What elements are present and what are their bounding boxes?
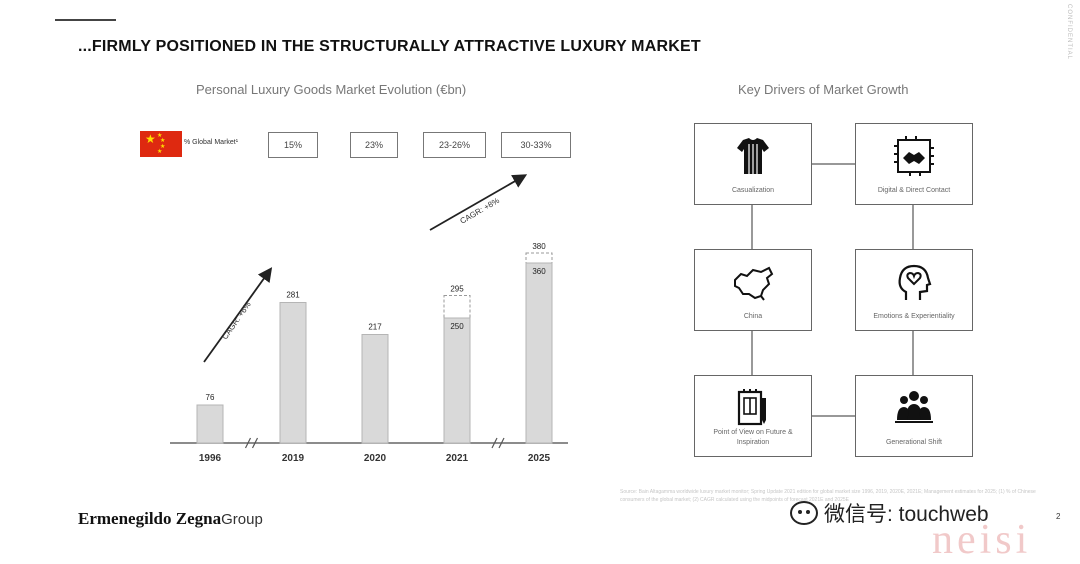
- driver-emotions: Emotions & Experientiality: [855, 249, 973, 331]
- slide-title: ...FIRMLY POSITIONED IN THE STRUCTURALLY…: [78, 38, 701, 55]
- logo-name: Ermenegildo Zegna: [78, 509, 222, 528]
- driver-digital: Digital & Direct Contact: [855, 123, 973, 205]
- driver-label: Casualization: [731, 187, 775, 194]
- logo-group: Group: [221, 511, 263, 528]
- page-number: 2: [1056, 512, 1061, 521]
- data-label: 217: [368, 323, 382, 332]
- watermark-secondary: neisi: [932, 517, 1032, 563]
- head-heart-icon: [898, 264, 932, 300]
- bar: [196, 404, 224, 444]
- people-group-icon: [895, 391, 933, 423]
- market-bar-chart: 76 1996 281 2019 217 2020 295 250 2021 380 360 2025…: [170, 174, 568, 464]
- data-label: 281: [286, 291, 300, 300]
- data-label: 250: [450, 322, 464, 331]
- driver-casualization: Casualization: [694, 123, 812, 205]
- driver-point-of-view: Point of View on Future & Inspiration: [694, 375, 812, 457]
- dashed-bar-extension: [525, 252, 553, 264]
- share-box-2020: 23%: [350, 132, 398, 158]
- chart-subtitle: Personal Luxury Goods Market Evolution (…: [196, 82, 467, 97]
- cagr-arrow: [429, 174, 528, 231]
- driver-label: Emotions & Experientiality: [873, 313, 955, 320]
- bar: [443, 317, 471, 444]
- category-label: 2021: [446, 453, 469, 464]
- wechat-watermark: 微信号: touchweb: [790, 498, 989, 528]
- data-label: 76: [206, 393, 215, 402]
- cagr-arrow: [203, 267, 273, 363]
- bar: [361, 334, 389, 444]
- drivers-subtitle: Key Drivers of Market Growth: [738, 82, 909, 97]
- china-map-icon: [734, 266, 774, 301]
- driver-china: China: [694, 249, 812, 331]
- category-label: 2025: [528, 453, 551, 464]
- axis-break-mark: [491, 437, 498, 449]
- data-label: 360: [532, 267, 546, 276]
- top-rule: [55, 19, 116, 21]
- bar: [279, 302, 307, 444]
- share-box-2019: 15%: [268, 132, 318, 158]
- dashed-data-label: 295: [450, 285, 464, 294]
- share-box-2025: 30-33%: [501, 132, 571, 158]
- tshirt-icon: [737, 138, 769, 174]
- axis-break-mark: [251, 437, 259, 449]
- china-flag-icon: ★ ★ ★ ★ ★: [140, 131, 182, 157]
- axis-break-mark: [498, 437, 505, 449]
- share-box-2021: 23-26%: [423, 132, 486, 158]
- driver-label: Generational Shift: [885, 439, 943, 446]
- wechat-icon: [790, 501, 818, 525]
- bar: [525, 262, 553, 444]
- driver-generational: Generational Shift: [855, 375, 973, 457]
- category-label: 2020: [364, 453, 387, 464]
- category-label: 1996: [199, 453, 222, 464]
- company-logo: Ermenegildo ZegnaGroup: [78, 509, 263, 529]
- driver-label: China: [743, 313, 763, 320]
- source-footnote: Source: Bain Altagamma worldwide luxury …: [620, 489, 1036, 503]
- confidential-mark: CONFIDENTIAL: [1066, 4, 1072, 61]
- digital-handshake-icon: [894, 136, 934, 176]
- category-label: 2019: [282, 453, 305, 464]
- global-market-label: % Global Market¹: [184, 139, 239, 146]
- driver-label: Digital & Direct Contact: [877, 187, 951, 194]
- pen-notebook-icon: [737, 389, 766, 426]
- axis-break-mark: [244, 437, 252, 449]
- dashed-data-label: 380: [532, 242, 546, 251]
- driver-label: Point of View on Future & Inspiration: [713, 429, 793, 446]
- watermark-text: 微信号: touchweb: [824, 503, 989, 526]
